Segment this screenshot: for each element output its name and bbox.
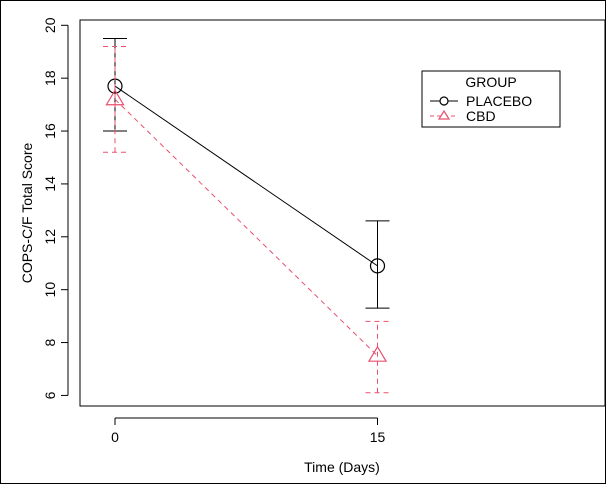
legend-label: PLACEBO <box>466 93 532 109</box>
data-point-triangle <box>105 89 125 106</box>
series-line <box>114 98 378 357</box>
y-tick-label: 8 <box>42 338 58 346</box>
series-cbd <box>103 45 390 394</box>
y-tick-label: 6 <box>42 391 58 399</box>
y-tick-label: 14 <box>42 176 58 192</box>
plot-area-border <box>79 19 606 407</box>
error-bar <box>103 45 127 153</box>
series-placebo <box>103 38 390 309</box>
data-point-triangle <box>367 345 388 362</box>
y-tick-label: 12 <box>42 229 58 245</box>
y-tick-label: 16 <box>42 123 58 139</box>
legend-item-placebo: PLACEBO <box>430 93 532 109</box>
x-axis-title: Time (Days) <box>304 459 380 475</box>
y-tick-label: 20 <box>42 17 58 33</box>
x-tick-label: 0 <box>111 429 119 445</box>
x-tick-label: 15 <box>370 429 386 445</box>
series-layer <box>103 38 390 394</box>
legend-marker-triangle <box>437 109 451 120</box>
legend-label: CBD <box>466 108 496 124</box>
y-tick-label: 10 <box>42 282 58 298</box>
x-axis: 0 15 <box>111 417 386 445</box>
y-axis: 6 8 10 12 14 16 18 20 <box>42 17 69 399</box>
legend-item-cbd: CBD <box>430 108 496 124</box>
y-axis-title: COPS-C/F Total Score <box>19 143 35 284</box>
y-tick-label: 18 <box>42 70 58 86</box>
error-bar <box>365 320 390 394</box>
legend-title: GROUP <box>465 74 516 90</box>
data-point-circle <box>369 258 386 274</box>
error-bar <box>365 220 390 309</box>
series-line <box>114 85 378 267</box>
legend-marker-circle <box>439 96 449 106</box>
